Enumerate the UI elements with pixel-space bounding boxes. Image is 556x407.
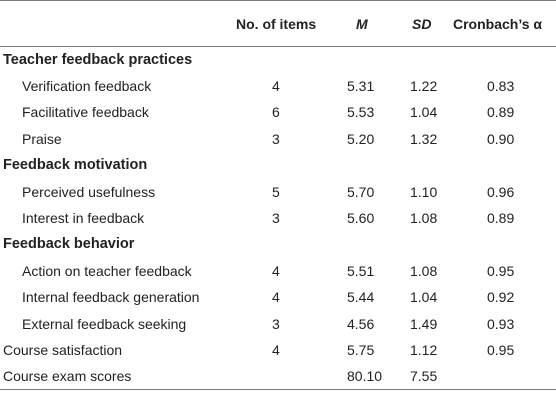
table-row: Perceived usefulness 5 5.70 1.10 0.96 xyxy=(0,178,556,204)
cell-cronbach-alpha: 0.89 xyxy=(487,210,515,227)
section-header-row: Feedback motivation xyxy=(0,152,556,178)
cell-sd: 1.12 xyxy=(410,341,438,358)
cell-sd: 1.32 xyxy=(410,130,438,147)
cell-sd: 1.49 xyxy=(410,315,438,332)
cell-cronbach-alpha xyxy=(453,47,556,73)
cell-mean: 5.31 xyxy=(347,78,375,95)
cell-sd: 1.08 xyxy=(410,262,438,279)
cell-no-of-items xyxy=(228,363,347,389)
cell-mean: 80.10 xyxy=(347,368,383,385)
cell-sd xyxy=(405,152,453,178)
row-label: Course exam scores xyxy=(3,368,132,385)
cell-sd: 1.04 xyxy=(410,104,438,121)
cell-no-of-items: 4 xyxy=(272,289,280,306)
row-label: Course satisfaction xyxy=(3,341,123,358)
cell-sd xyxy=(405,47,453,73)
table-row: Interest in feedback 3 5.60 1.08 0.89 xyxy=(0,205,556,231)
cell-no-of-items: 3 xyxy=(272,315,280,332)
cell-cronbach-alpha: 0.95 xyxy=(487,341,515,358)
cell-no-of-items: 4 xyxy=(272,78,280,95)
cell-mean: 5.44 xyxy=(347,289,375,306)
table-row: Verification feedback 4 5.31 1.22 0.83 xyxy=(0,73,556,99)
row-label: Interest in feedback xyxy=(22,210,145,227)
cell-sd xyxy=(405,231,453,257)
cell-cronbach-alpha xyxy=(453,363,556,389)
table-row: Course exam scores 80.10 7.55 xyxy=(0,363,556,390)
cell-mean: 4.56 xyxy=(347,315,375,332)
row-label: Feedback motivation xyxy=(3,157,148,174)
row-label: Internal feedback generation xyxy=(22,289,200,306)
header-no-of-items: No. of items xyxy=(236,15,317,32)
table-row: Internal feedback generation 4 5.44 1.04 0.9… xyxy=(0,284,556,310)
row-label: Verification feedback xyxy=(22,78,152,95)
header-sd: SD xyxy=(412,15,432,32)
cell-no-of-items: 4 xyxy=(272,341,280,358)
cell-no-of-items: 4 xyxy=(272,262,280,279)
cell-mean: 5.20 xyxy=(347,130,375,147)
cell-mean: 5.53 xyxy=(347,104,375,121)
table-row: External feedback seeking 3 4.56 1.49 0.93 xyxy=(0,310,556,336)
cell-mean: 5.70 xyxy=(347,183,375,200)
cell-no-of-items xyxy=(228,231,347,257)
section-header-row: Teacher feedback practices xyxy=(0,47,556,73)
row-label: Praise xyxy=(22,130,62,147)
table-row: Praise 3 5.20 1.32 0.90 xyxy=(0,126,556,152)
cell-cronbach-alpha xyxy=(453,152,556,178)
cell-cronbach-alpha: 0.90 xyxy=(487,130,515,147)
cell-cronbach-alpha: 0.95 xyxy=(487,262,515,279)
header-mean: M xyxy=(356,15,368,32)
row-label: Facilitative feedback xyxy=(22,104,149,121)
cell-cronbach-alpha: 0.89 xyxy=(487,104,515,121)
row-label: Feedback behavior xyxy=(3,236,135,253)
section-header-row: Feedback behavior xyxy=(0,231,556,257)
cell-sd: 1.08 xyxy=(410,210,438,227)
cell-no-of-items: 5 xyxy=(272,183,280,200)
cell-cronbach-alpha: 0.96 xyxy=(487,183,515,200)
cell-sd: 1.04 xyxy=(410,289,438,306)
cell-no-of-items xyxy=(228,47,347,73)
row-label: Perceived usefulness xyxy=(22,183,156,200)
cell-cronbach-alpha xyxy=(453,231,556,257)
cell-cronbach-alpha: 0.93 xyxy=(487,315,515,332)
cell-sd: 1.22 xyxy=(410,78,438,95)
table-row: Course satisfaction 4 5.75 1.12 0.95 xyxy=(0,337,556,363)
row-label: Teacher feedback practices xyxy=(3,51,193,68)
table-row: Facilitative feedback 6 5.53 1.04 0.89 xyxy=(0,99,556,125)
row-label: Action on teacher feedback xyxy=(22,262,192,279)
header-cronbach-alpha: Cronbach’s α xyxy=(453,15,542,32)
cell-mean: 5.60 xyxy=(347,210,375,227)
cell-cronbach-alpha: 0.92 xyxy=(487,289,515,306)
cell-no-of-items: 3 xyxy=(272,130,280,147)
cell-sd: 7.55 xyxy=(410,368,438,385)
cell-mean xyxy=(347,152,405,178)
cell-no-of-items: 3 xyxy=(272,210,280,227)
table-row: Action on teacher feedback 4 5.51 1.08 0.95 xyxy=(0,258,556,284)
cell-no-of-items xyxy=(228,152,347,178)
cell-sd: 1.10 xyxy=(410,183,438,200)
descriptive-statistics-table: No. of items M SD Cronbach’s α Teacher f… xyxy=(0,0,556,390)
cell-mean: 5.51 xyxy=(347,262,375,279)
cell-mean xyxy=(347,47,405,73)
cell-no-of-items: 6 xyxy=(272,104,280,121)
cell-cronbach-alpha: 0.83 xyxy=(487,78,515,95)
header-label xyxy=(0,1,228,47)
row-label: External feedback seeking xyxy=(22,315,187,332)
header-row: No. of items M SD Cronbach’s α xyxy=(0,0,556,47)
cell-mean xyxy=(347,231,405,257)
cell-mean: 5.75 xyxy=(347,341,375,358)
